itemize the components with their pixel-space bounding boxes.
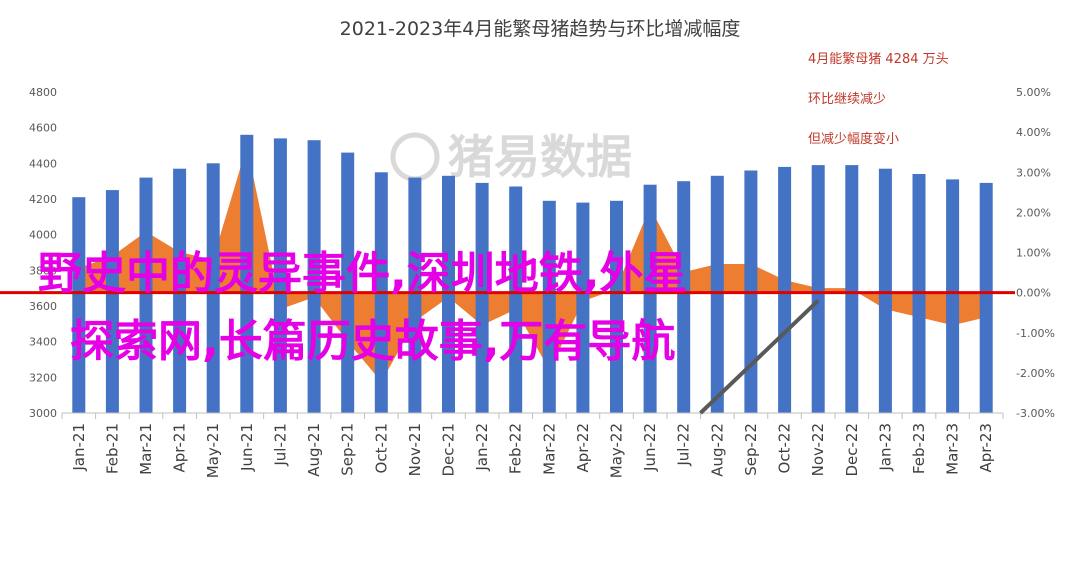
- annotation-1: 4月能繁母猪 4284 万头: [808, 51, 949, 67]
- left-axis-ticks: 3000 3200 3400 3600 3800 4000 4200 4400 4600 4800: [29, 86, 57, 420]
- right-tick-label: 2.00%: [1016, 206, 1051, 219]
- overlay-text: 野史中的灵异事件,深圳地铁,外星 探索网,长篇历史故事,万有导航: [38, 248, 687, 367]
- x-tick-label: May-22: [608, 423, 626, 478]
- annotation-3: 但减少幅度变小: [808, 131, 899, 147]
- x-tick-label: Apr-21: [171, 423, 189, 473]
- x-tick-label: Mar-23: [944, 423, 962, 475]
- watermark: 猪易数据: [390, 130, 632, 184]
- watermark-text: 猪易数据: [448, 130, 632, 184]
- left-tick-label: 4200: [29, 193, 57, 206]
- x-tick-label: Mar-21: [137, 423, 155, 475]
- right-tick-label: 5.00%: [1016, 86, 1051, 99]
- x-tick-label: Apr-23: [977, 423, 995, 473]
- x-tick-label: Jan-22: [473, 423, 491, 472]
- x-tick-label: Jan-23: [876, 423, 894, 472]
- right-tick-label: 1.00%: [1016, 247, 1051, 260]
- bar-Apr-23: [979, 182, 993, 413]
- right-tick-label: 3.00%: [1016, 166, 1051, 179]
- trend-arrow: [699, 299, 820, 415]
- x-tick-label: Dec-22: [843, 423, 861, 477]
- left-tick-label: 3600: [29, 300, 57, 313]
- x-tick-label: Nov-21: [406, 423, 424, 476]
- bar-Feb-21: [105, 190, 119, 413]
- x-tick-label: Feb-21: [103, 423, 121, 474]
- x-tick-label: Apr-22: [574, 423, 592, 473]
- left-tick-label: 3200: [29, 371, 57, 384]
- x-tick-label: Sep-21: [339, 423, 357, 476]
- x-tick-label: Jun-22: [641, 423, 659, 472]
- left-tick-label: 4800: [29, 86, 57, 99]
- x-axis-ticks: Jan-21 Feb-21 Mar-21 Apr-21 May-21 Jun-21 Jul-…: [70, 423, 995, 478]
- x-tick-label: Sep-22: [742, 423, 760, 476]
- annotation-2: 环比继续减少: [808, 92, 886, 107]
- bar-May-22: [610, 200, 623, 413]
- bars: [72, 134, 993, 414]
- bar-Jun-21: [240, 134, 254, 414]
- x-tick-label: Aug-22: [708, 423, 726, 477]
- bar-Mar-21: [139, 177, 153, 413]
- right-tick-label: 0.00%: [1016, 287, 1051, 300]
- right-tick-label: 4.00%: [1016, 126, 1051, 139]
- x-tick-label: Oct-21: [372, 423, 390, 473]
- bar-Jul-21: [273, 138, 287, 413]
- bar-Apr-21: [173, 168, 187, 413]
- left-tick-label: 4400: [29, 157, 57, 170]
- bar-Apr-22: [576, 202, 590, 413]
- x-tick-label: Jul-21: [271, 423, 289, 467]
- bar-Dec-22: [845, 165, 859, 413]
- bar-Jan-23: [878, 168, 892, 413]
- right-tick-label: -2.00%: [1016, 367, 1055, 380]
- x-tick-label: Nov-22: [809, 423, 827, 476]
- bar-Feb-22: [509, 186, 523, 413]
- right-axis-ticks: -3.00% -2.00% -1.00% 0.00% 1.00% 2.00% 3.00% 4.…: [1016, 86, 1055, 420]
- left-tick-label: 3000: [29, 407, 57, 420]
- x-tick-label: Feb-23: [910, 423, 928, 474]
- bar-Nov-21: [408, 177, 422, 413]
- x-tick-label: Jun-21: [238, 423, 256, 472]
- overlay-line-1: 野史中的灵异事件,深圳地铁,外星: [38, 248, 687, 299]
- bar-Mar-22: [542, 200, 556, 413]
- bar-Aug-21: [307, 140, 321, 413]
- bar-Nov-22: [811, 165, 825, 413]
- x-tick-label: Feb-22: [507, 423, 525, 474]
- axes: [61, 412, 1004, 419]
- bar-May-21: [206, 163, 220, 413]
- left-tick-label: 4000: [29, 229, 57, 242]
- bar-Jul-22: [677, 181, 691, 413]
- left-tick-label: 3800: [29, 264, 57, 277]
- chart-title: 2021-2023年4月能繁母猪趋势与环比增减幅度: [340, 18, 741, 40]
- right-tick-label: -1.00%: [1016, 327, 1055, 340]
- right-tick-label: -3.00%: [1016, 407, 1055, 420]
- bar-Sep-21: [341, 152, 355, 413]
- bar-Jun-22: [643, 184, 657, 413]
- x-tick-label: Dec-21: [439, 423, 457, 477]
- x-tick-label: Oct-22: [776, 423, 794, 473]
- x-tick-label: Aug-21: [305, 423, 323, 477]
- bar-Mar-23: [946, 179, 960, 413]
- bar-Aug-22: [710, 175, 724, 413]
- x-tick-label: Jan-21: [70, 423, 88, 472]
- left-tick-label: 3400: [29, 336, 57, 349]
- overlay-line-2: 探索网,长篇历史故事,万有导航: [70, 316, 675, 367]
- bar-Jan-21: [72, 197, 86, 413]
- x-tick-label: May-21: [204, 423, 222, 478]
- bar-Jan-22: [475, 182, 489, 413]
- x-tick-label: Mar-22: [540, 423, 558, 475]
- annotations: 4月能繁母猪 4284 万头 环比继续减少 但减少幅度变小: [808, 51, 949, 147]
- bar-Dec-21: [442, 175, 455, 413]
- bar-Oct-22: [778, 166, 792, 413]
- left-tick-label: 4600: [29, 122, 57, 135]
- x-tick-label: Jul-22: [675, 423, 693, 467]
